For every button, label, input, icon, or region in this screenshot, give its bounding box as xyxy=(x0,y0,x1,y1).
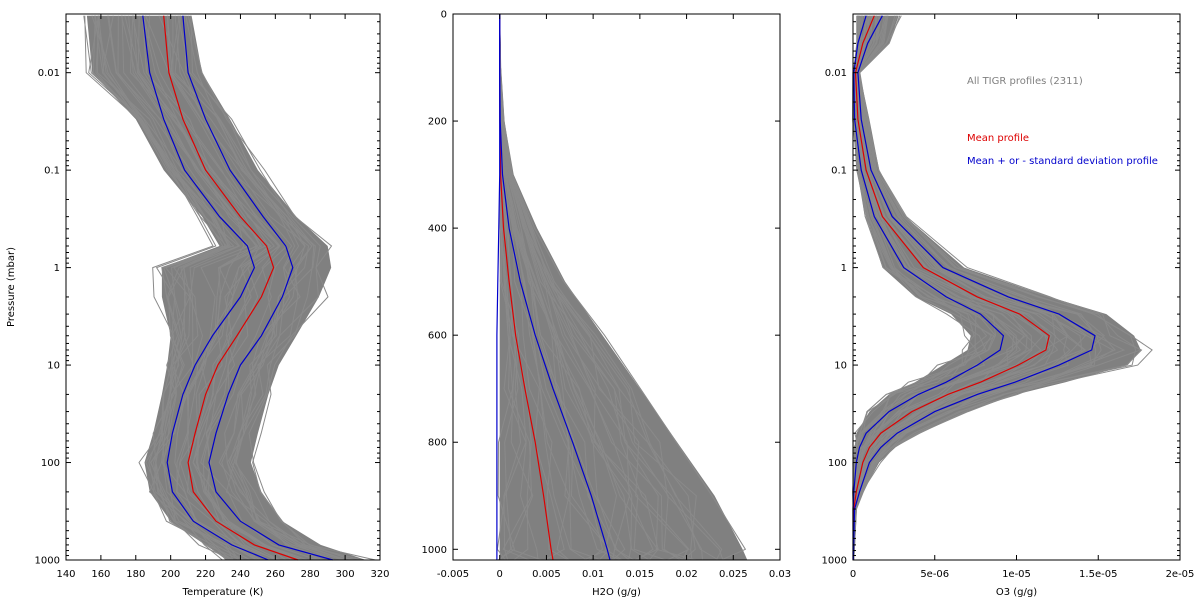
mean_minus_std-line xyxy=(496,14,501,560)
x-tick-label: 260 xyxy=(266,569,285,580)
x-tick-label: 220 xyxy=(196,569,215,580)
x-tick-label: 1e-05 xyxy=(1002,569,1031,580)
x-tick-label: 240 xyxy=(231,569,250,580)
profile-line xyxy=(142,15,293,561)
y-tick-label: 100 xyxy=(41,458,60,469)
profile-line xyxy=(853,15,1143,561)
profile-line xyxy=(184,15,347,561)
profile-line xyxy=(853,15,1114,561)
profile-line xyxy=(142,15,308,561)
profile-line xyxy=(853,15,1086,561)
x-tick-label: 320 xyxy=(370,569,389,580)
profile-line xyxy=(97,15,257,561)
y-tick-label: 1 xyxy=(841,263,847,274)
y-tick-label: 800 xyxy=(428,438,447,449)
profile-line xyxy=(852,15,1057,561)
x-tick-label: 1.5e-05 xyxy=(1079,569,1117,580)
profile-line xyxy=(187,15,376,561)
y-tick-label: 1000 xyxy=(35,556,60,567)
profile-line xyxy=(107,15,234,561)
profile-line xyxy=(177,15,355,561)
axes-frame xyxy=(452,13,781,561)
x-tick-label: 0.03 xyxy=(769,569,791,580)
y-tick-label: 1000 xyxy=(822,556,847,567)
axes-frame xyxy=(65,13,381,561)
profile-line xyxy=(132,15,303,561)
x-axis-label: H2O (g/g) xyxy=(592,587,641,598)
x-axis-label: Temperature (K) xyxy=(182,587,264,598)
legend: All TIGR profiles (2311) Mean profile Me… xyxy=(967,76,1158,167)
profile-line xyxy=(851,15,975,561)
mean_minus_std-line xyxy=(142,15,269,561)
profile-line xyxy=(853,15,1087,561)
y-tick-label: 1 xyxy=(54,263,60,274)
y-axis-label: Pressure (mbar) xyxy=(6,247,17,327)
profile-line xyxy=(852,15,987,561)
y-tick-label: 0.1 xyxy=(831,166,847,177)
y-tick-label: 0 xyxy=(441,10,447,21)
profile-line xyxy=(133,15,278,561)
y-tick-label: 400 xyxy=(428,224,447,235)
y-tick-label: 1000 xyxy=(422,545,447,556)
x-tick-label: 0 xyxy=(850,569,856,580)
x-tick-label: 280 xyxy=(301,569,320,580)
profile-line xyxy=(94,15,240,561)
legend-entry-all-profiles: All TIGR profiles (2311) xyxy=(967,76,1083,87)
x-tick-label: 300 xyxy=(336,569,355,580)
x-tick-label: 0 xyxy=(497,569,503,580)
o3-panel: 0 5e-06 1e-05 1.5e-05 2e-05 0.01 0.1 1 10 100 1000… xyxy=(822,13,1195,598)
x-tick-label: 160 xyxy=(91,569,110,580)
y-tick-label: 200 xyxy=(428,117,447,128)
profile-line xyxy=(172,15,343,561)
h2o-panel: -0.005 0 0.005 0.01 0.015 0.02 0.025 0.03 0 200 40… xyxy=(422,10,792,599)
profile-line xyxy=(499,13,697,561)
mean-line xyxy=(852,15,1050,561)
y-tick-label: 0.1 xyxy=(44,166,60,177)
profile-line xyxy=(120,15,260,561)
profile-line xyxy=(158,15,323,561)
x-axis-label: O3 (g/g) xyxy=(996,587,1037,598)
legend-entry-mean: Mean profile xyxy=(967,133,1029,144)
mean_minus_std-line xyxy=(852,15,1005,561)
x-tick-label: 0.02 xyxy=(675,569,697,580)
profile-line xyxy=(92,15,245,561)
y-tick-label: 100 xyxy=(828,458,847,469)
y-tick-label: 10 xyxy=(47,361,60,372)
x-tick-label: 180 xyxy=(126,569,145,580)
x-tick-label: 140 xyxy=(56,569,75,580)
x-tick-label: 200 xyxy=(161,569,180,580)
y-tick-label: 600 xyxy=(428,331,447,342)
profile-line xyxy=(121,15,281,561)
profile-line xyxy=(146,15,303,561)
x-tick-label: 0.01 xyxy=(582,569,604,580)
x-tick-label: 0.005 xyxy=(532,569,561,580)
profile-line xyxy=(852,15,995,561)
profile-line xyxy=(96,15,240,561)
temperature-panel: 140 160 180 200 220 240 260 280 300 320 0.01 0.1 1 10… xyxy=(6,13,390,598)
profile-line xyxy=(166,15,335,561)
profile-line xyxy=(145,15,318,561)
x-tick-label: 0.025 xyxy=(719,569,748,580)
y-tick-label: 0.01 xyxy=(38,68,60,79)
profiles-envelope xyxy=(499,14,748,560)
y-tick-label: 0.01 xyxy=(825,68,847,79)
x-tick-label: 2e-05 xyxy=(1166,569,1195,580)
profile-line xyxy=(499,13,689,561)
x-tick-label: 0.015 xyxy=(626,569,655,580)
profile-line xyxy=(129,15,280,561)
mean_plus_std-line xyxy=(182,15,334,561)
mean-line xyxy=(163,15,299,561)
mean_plus_std-line xyxy=(852,15,1096,561)
legend-entry-std: Mean + or - standard deviation profile xyxy=(967,156,1158,167)
x-tick-label: -0.005 xyxy=(437,569,469,580)
x-tick-label: 5e-06 xyxy=(920,569,949,580)
profile-line xyxy=(853,15,1153,561)
profile-line xyxy=(853,15,1087,561)
y-tick-label: 10 xyxy=(834,361,847,372)
profile-line xyxy=(169,15,345,561)
